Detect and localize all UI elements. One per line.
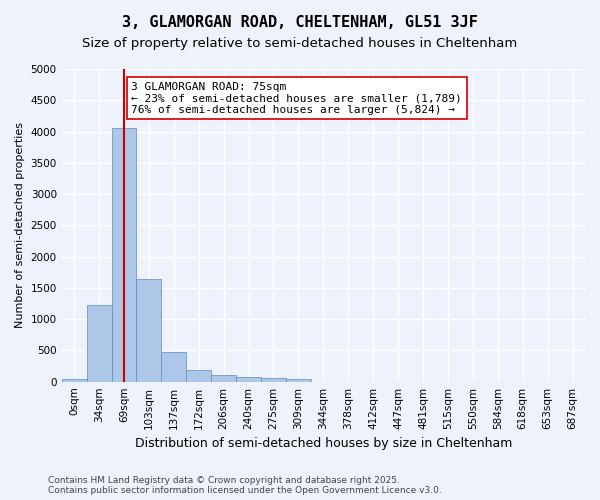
Bar	[236, 378, 261, 382]
Bar	[286, 378, 311, 382]
Bar	[261, 378, 286, 382]
Bar	[62, 378, 86, 382]
Bar	[86, 305, 112, 382]
Text: Size of property relative to semi-detached houses in Cheltenham: Size of property relative to semi-detach…	[82, 38, 518, 51]
Bar	[136, 279, 161, 382]
Bar	[211, 375, 236, 382]
X-axis label: Distribution of semi-detached houses by size in Cheltenham: Distribution of semi-detached houses by …	[134, 437, 512, 450]
Text: Contains HM Land Registry data © Crown copyright and database right 2025.
Contai: Contains HM Land Registry data © Crown c…	[48, 476, 442, 495]
Text: 3 GLAMORGAN ROAD: 75sqm
← 23% of semi-detached houses are smaller (1,789)
76% of: 3 GLAMORGAN ROAD: 75sqm ← 23% of semi-de…	[131, 82, 462, 114]
Bar	[186, 370, 211, 382]
Bar	[161, 352, 186, 382]
Bar	[112, 128, 136, 382]
Text: 3, GLAMORGAN ROAD, CHELTENHAM, GL51 3JF: 3, GLAMORGAN ROAD, CHELTENHAM, GL51 3JF	[122, 15, 478, 30]
Y-axis label: Number of semi-detached properties: Number of semi-detached properties	[15, 122, 25, 328]
